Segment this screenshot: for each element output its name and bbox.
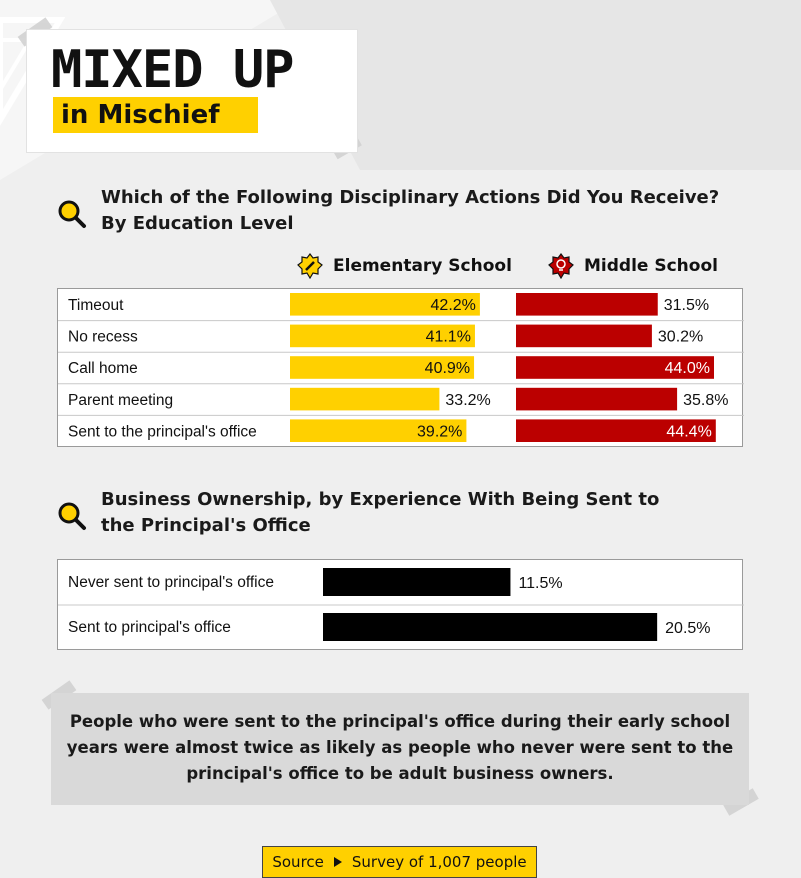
legend-middle: Middle School [548,253,718,279]
callout-line2-pre: years were [66,738,176,757]
category-label: Sent to the principal's office [68,423,257,440]
legend-middle-label: Middle School [584,256,718,276]
data-label: 31.5% [664,297,709,314]
callout-emphasis: almost twice as likely [175,738,376,757]
data-label: 30.2% [658,329,703,346]
bar-middle [516,356,714,379]
data-label: 35.8% [683,392,728,409]
disciplinary-actions-chart: Timeout 42.2% 31.5% No recess 41.1% 30.2% Call… [57,288,744,447]
page-title: MIXED UP [51,40,294,100]
chart2-svg: Never sent to principal's office 11.5% Sen… [58,568,744,641]
callout-line2-post: as people who never were sent to the [375,738,734,757]
legend-elementary-label: Elementary School [333,256,512,276]
category-label: Call home [68,360,138,377]
category-label: No recess [68,329,138,346]
data-label: 42.2% [431,297,476,314]
bar-middle [516,419,716,442]
callout-line3: principal's office to be adult business … [186,764,614,783]
lightbulb-badge-icon [548,253,574,279]
bar-ownership [323,568,511,596]
data-label: 33.2% [445,392,490,409]
section2-title: Business Ownership, by Experience With B… [101,487,659,539]
source-label: Source [272,853,324,871]
category-label: Parent meeting [68,392,173,409]
section2-title-line1: Business Ownership, by Experience With B… [101,489,660,510]
bar-middle [516,324,652,348]
triangle-right-icon [333,857,342,867]
data-label: 40.9% [425,360,470,377]
bar-middle [516,387,678,411]
section1-title-line2: By Education Level [101,213,294,234]
callout-text: People who were sent to the principal's … [51,709,749,787]
key-finding-callout: People who were sent to the principal's … [51,693,749,805]
section1-title: Which of the Following Disciplinary Acti… [101,185,719,237]
category-label: Sent to principal's office [68,619,231,636]
bar-elementary [290,419,467,442]
bar-elementary [290,293,480,316]
section2-title-line2: the Principal's Office [101,515,311,536]
data-label: 44.0% [665,360,710,377]
data-label: 39.2% [417,423,462,440]
data-label: 20.5% [665,620,710,637]
section1-title-line1: Which of the Following Disciplinary Acti… [101,187,720,208]
bar-elementary [290,324,475,348]
bar-middle [516,293,658,316]
data-label: 11.5% [518,575,562,592]
title-card: MIXED UP in Mischief [27,30,357,152]
category-label: Never sent to principal's office [68,574,274,591]
business-ownership-chart: Never sent to principal's office 11.5% Sen… [57,559,744,650]
data-label: 41.1% [426,329,471,346]
chart1-svg: Timeout 42.2% 31.5% No recess 41.1% 30.2% Call… [58,293,744,442]
bar-ownership [323,613,658,641]
pencil-badge-icon [297,253,323,279]
page-subtitle: in Mischief [53,97,258,133]
bar-elementary [290,387,440,411]
data-label: 44.4% [666,423,711,440]
callout-line1: People who were sent to the principal's … [69,712,731,731]
source-badge: Source Survey of 1,007 people [262,846,537,878]
legend-elementary: Elementary School [297,253,512,279]
magnifier-icon [58,502,86,530]
category-label: Timeout [68,297,124,314]
callout-line2: years were almost twice as likely as peo… [51,735,749,761]
bar-elementary [290,356,475,379]
magnifier-icon [58,200,86,228]
source-text: Survey of 1,007 people [351,853,527,871]
